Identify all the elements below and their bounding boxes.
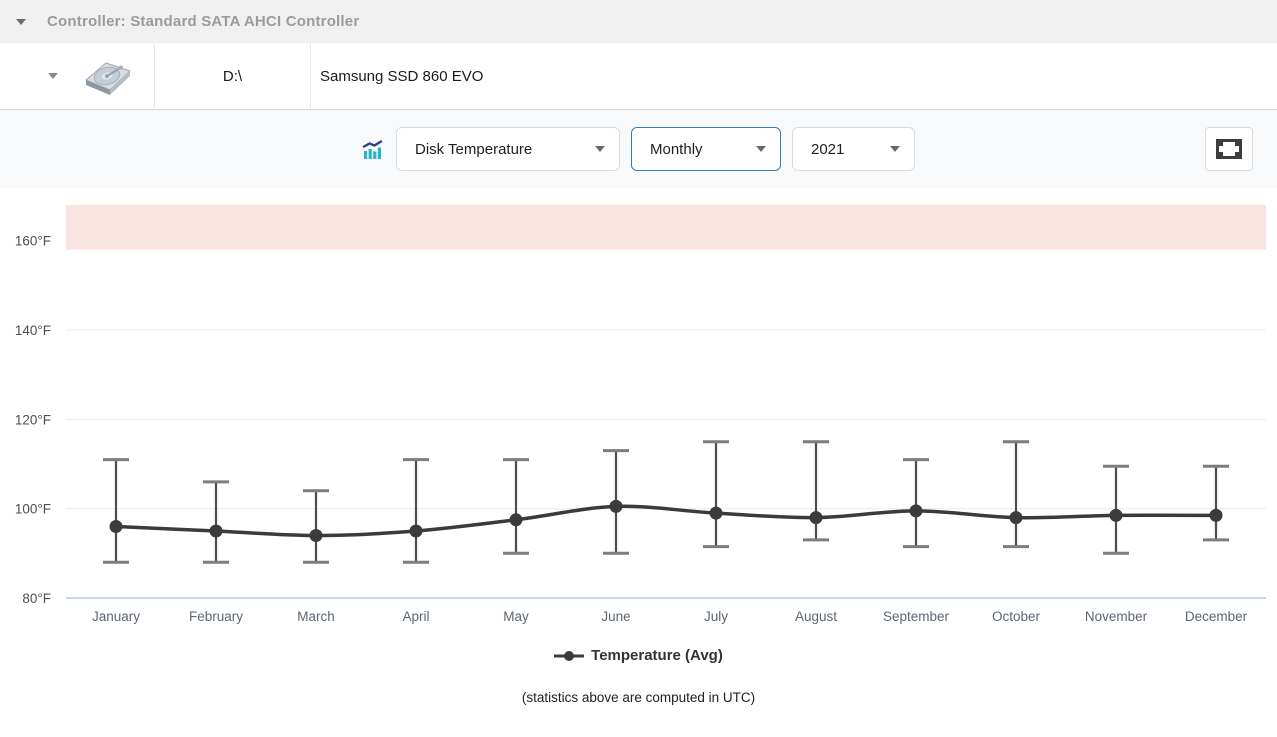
disk-row[interactable]: D:\ Samsung SSD 860 EVO [0,43,1277,110]
svg-text:July: July [704,609,728,624]
hdd-icon [85,62,131,95]
svg-text:140°F: 140°F [15,323,51,338]
svg-text:June: June [601,609,630,624]
svg-text:May: May [503,609,529,624]
svg-text:80°F: 80°F [22,591,51,606]
controller-title: Controller: Standard SATA AHCI Controlle… [47,13,360,30]
svg-text:September: September [883,609,950,624]
chart-controls: Disk Temperature Monthly 2021 [362,127,915,171]
svg-text:160°F: 160°F [15,234,51,249]
metric-dropdown[interactable]: Disk Temperature [396,127,620,171]
drive-letter: D:\ [155,43,311,109]
metric-dropdown-value: Disk Temperature [415,140,533,158]
chart-toolbar: Disk Temperature Monthly 2021 [0,110,1277,188]
fullscreen-button[interactable] [1205,127,1253,171]
chart-card: 80°F 100°F 120°F 140°F 160°F January February M… [0,188,1277,705]
legend-label: Temperature (Avg) [591,647,723,664]
controller-header[interactable]: Controller: Standard SATA AHCI Controlle… [0,0,1277,43]
caret-down-icon [595,146,605,152]
utc-note: (statistics above are computed in UTC) [521,690,756,705]
caret-down-icon [756,146,766,152]
chart-legend[interactable]: Temperature (Avg) [0,647,1277,664]
disk-expand-caret-icon[interactable] [48,73,58,79]
stats-chart-icon [362,138,384,160]
temperature-chart: 80°F 100°F 120°F 140°F 160°F January February M… [15,205,1266,624]
period-dropdown-value: Monthly [650,140,703,158]
legend-marker-icon [554,650,585,661]
header-collapse-caret-icon[interactable] [16,18,26,25]
svg-text:January: January [92,609,140,624]
svg-text:120°F: 120°F [15,412,51,427]
svg-text:February: February [189,609,243,624]
svg-text:December: December [1185,609,1248,624]
svg-text:October: October [992,609,1041,624]
svg-text:April: April [402,609,429,624]
period-dropdown[interactable]: Monthly [631,127,781,171]
svg-text:March: March [297,609,335,624]
year-dropdown-value: 2021 [811,140,845,158]
disk-expand-cell[interactable] [0,43,155,109]
svg-text:November: November [1085,609,1148,624]
disk-model: Samsung SSD 860 EVO [320,67,484,85]
svg-text:August: August [795,609,837,624]
svg-text:100°F: 100°F [15,502,51,517]
year-dropdown[interactable]: 2021 [792,127,915,171]
fullscreen-icon [1216,139,1242,159]
caret-down-icon [890,146,900,152]
